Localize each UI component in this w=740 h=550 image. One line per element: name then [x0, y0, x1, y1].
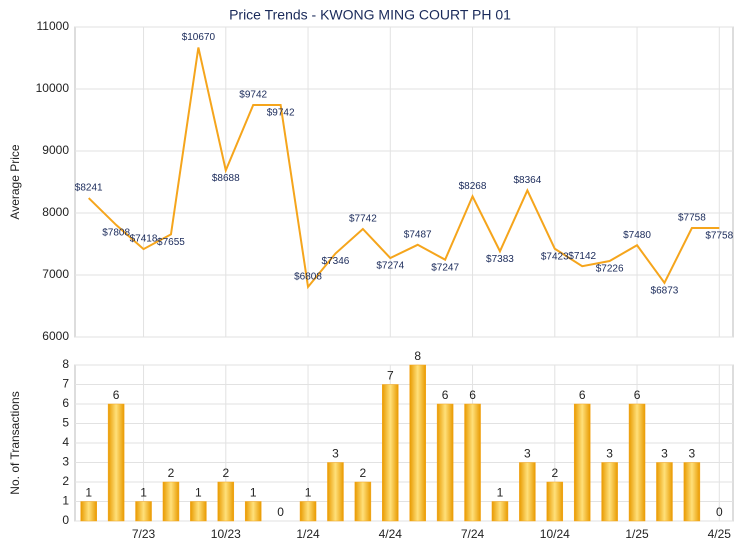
data-label: $7418: [130, 234, 158, 245]
bar: [299, 501, 317, 522]
data-label: 3: [332, 447, 339, 461]
data-label: $7247: [431, 262, 459, 273]
data-label: $7808: [102, 228, 130, 239]
data-label: 3: [661, 447, 668, 461]
bar: [107, 403, 125, 522]
data-label: $7480: [623, 230, 651, 241]
bar: [546, 481, 564, 522]
y-tick-label: 2: [62, 474, 69, 488]
x-tick-label: 10/23: [211, 527, 241, 541]
data-label: $8268: [459, 181, 487, 192]
data-label: 1: [250, 486, 257, 500]
bar: [244, 501, 262, 522]
x-tick-label: 7/23: [132, 527, 156, 541]
data-label: 6: [442, 388, 449, 402]
bar: [573, 403, 591, 522]
y-axis-label: Average Price: [8, 144, 22, 219]
y-axis-label: No. of Transactions: [8, 391, 22, 494]
bar: [382, 384, 399, 522]
data-label: $7655: [157, 237, 185, 248]
data-label: $7346: [322, 256, 350, 267]
data-label: 3: [606, 447, 613, 461]
data-label: $8241: [75, 183, 103, 194]
data-label: $10670: [182, 32, 216, 43]
data-label: 2: [551, 466, 558, 480]
data-label: 2: [168, 466, 175, 480]
bar: [519, 462, 536, 522]
data-label: 2: [222, 466, 229, 480]
bar: [628, 403, 646, 522]
y-tick-label: 7: [62, 377, 69, 391]
y-tick-label: 9000: [42, 143, 69, 157]
data-label: $7383: [486, 254, 514, 265]
y-tick-label: 3: [62, 455, 69, 469]
price-line: [88, 47, 720, 290]
data-label: 1: [195, 486, 202, 500]
y-tick-label: 8: [62, 357, 69, 371]
bar: [354, 481, 372, 522]
x-tick-label: 1/25: [625, 527, 649, 541]
data-label: 6: [469, 388, 476, 402]
data-label: 0: [277, 505, 284, 519]
bar: [162, 481, 180, 522]
y-tick-label: 0: [62, 513, 69, 527]
data-label: $7274: [376, 261, 404, 272]
data-label: $8688: [212, 173, 240, 184]
y-tick-label: 6000: [42, 329, 69, 343]
data-label: $9742: [267, 108, 295, 119]
y-tick-label: 1: [62, 494, 69, 508]
y-tick-label: 4: [62, 435, 69, 449]
data-label: $7758: [705, 231, 733, 242]
bar: [217, 481, 235, 522]
x-tick-label: 4/25: [708, 527, 732, 541]
data-label: $7487: [404, 229, 432, 240]
data-label: 6: [113, 388, 120, 402]
y-tick-label: 6: [62, 396, 69, 410]
bar: [327, 462, 344, 522]
y-tick-label: 8000: [42, 205, 69, 219]
bar: [656, 462, 673, 522]
data-label: 1: [497, 486, 504, 500]
chart-title: Price Trends - KWONG MING COURT PH 01: [229, 7, 511, 23]
data-label: $7142: [568, 251, 596, 262]
bar: [464, 403, 481, 522]
y-tick-label: 10000: [36, 81, 70, 95]
data-label: $9742: [239, 90, 267, 101]
data-label: $7423: [541, 251, 569, 262]
bar: [190, 501, 207, 522]
data-label: 0: [716, 505, 723, 519]
data-label: $7758: [678, 213, 706, 224]
bar: [80, 501, 97, 522]
y-tick-label: 11000: [37, 19, 70, 33]
data-label: $7742: [349, 214, 377, 225]
bar: [491, 501, 509, 522]
data-label: 3: [524, 447, 531, 461]
data-label: 8: [414, 349, 421, 363]
data-label: 6: [634, 388, 641, 402]
y-tick-label: 7000: [42, 267, 69, 281]
bar: [683, 462, 701, 522]
data-label: $7226: [596, 264, 624, 275]
bar: [135, 501, 152, 522]
data-label: 6: [579, 388, 586, 402]
x-tick-label: 7/24: [461, 527, 485, 541]
data-label: 3: [689, 447, 696, 461]
data-label: $6808: [294, 272, 322, 283]
data-label: 7: [387, 369, 394, 383]
data-label: $8364: [513, 175, 541, 186]
x-tick-label: 4/24: [379, 527, 403, 541]
data-label: 2: [360, 466, 367, 480]
bar: [436, 403, 454, 522]
x-tick-label: 10/24: [540, 527, 570, 541]
data-label: 1: [140, 486, 147, 500]
y-tick-label: 5: [62, 416, 69, 430]
data-label: $6873: [651, 286, 679, 297]
x-tick-label: 1/24: [296, 527, 320, 541]
plot-area: [74, 26, 734, 338]
data-label: 1: [305, 486, 312, 500]
bar: [601, 462, 618, 522]
bar: [409, 364, 426, 522]
data-label: 1: [85, 486, 92, 500]
